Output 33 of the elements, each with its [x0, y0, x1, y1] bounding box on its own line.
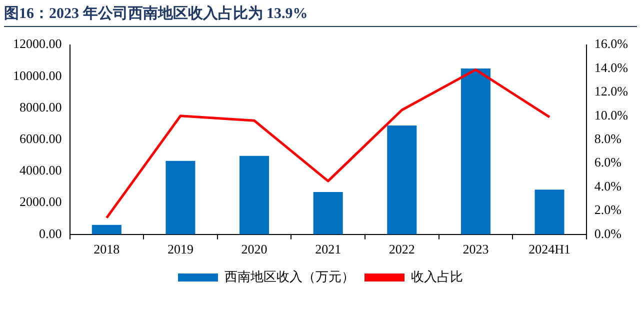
y-tick-label: 0.00	[39, 226, 62, 241]
x-tick-label: 2020	[241, 242, 268, 257]
y-tick-label: 10000.00	[13, 68, 62, 83]
y2-tick-label: 12.0%	[594, 84, 628, 99]
y2-tick-label: 14.0%	[594, 60, 628, 75]
y2-tick-label: 6.0%	[594, 154, 622, 170]
y-tick-label: 2000.00	[20, 194, 62, 210]
y2-tick-label: 0.0%	[594, 226, 622, 241]
y2-tick-label: 4.0%	[594, 178, 622, 194]
y-tick-label: 4000.00	[20, 162, 62, 178]
bar	[240, 156, 270, 234]
x-tick-label: 2021	[315, 242, 342, 257]
legend-label: 西南地区收入（万元）	[224, 268, 354, 284]
x-tick-label: 2018	[94, 242, 120, 257]
chart-title: 图16：2023 年公司西南地区收入占比为 13.9%	[4, 4, 637, 27]
x-tick-label: 2023	[462, 242, 489, 257]
y2-tick-label: 8.0%	[594, 131, 622, 146]
bar	[313, 192, 343, 234]
y2-tick-label: 16.0%	[594, 36, 628, 52]
y2-tick-label: 2.0%	[594, 202, 622, 218]
y-tick-label: 8000.00	[20, 99, 62, 114]
y-tick-label: 6000.00	[20, 131, 62, 146]
bar	[92, 224, 122, 234]
x-tick-label: 2024H1	[528, 242, 570, 257]
x-tick-label: 2022	[388, 242, 415, 257]
bar	[166, 160, 196, 234]
x-tick-label: 2019	[167, 242, 194, 257]
bar	[387, 126, 417, 234]
legend-label: 收入占比	[411, 268, 463, 284]
y2-tick-label: 10.0%	[594, 107, 628, 122]
y-tick-label: 12000.00	[13, 36, 62, 52]
bar	[534, 190, 564, 234]
bar	[460, 68, 490, 234]
